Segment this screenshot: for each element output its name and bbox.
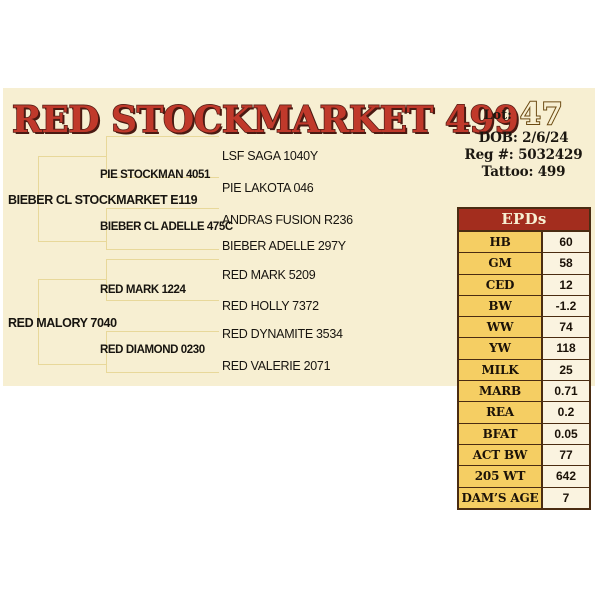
epds-table-header: EPDs [459,209,589,232]
epd-label-gm: GM [459,253,543,274]
epd-value-rea: 0.2 [543,402,589,423]
epd-value-205-wt: 642 [543,466,589,487]
pedigree-sire-name: BIEBER CL STOCKMARKET E119 [8,193,198,207]
epd-value-hb: 60 [543,232,589,253]
pedigree-dam-dam-name: RED DIAMOND 0230 [100,344,205,356]
epd-label-rea: REA [459,402,543,423]
table-row: MARB 0.71 [459,381,589,403]
pedigree-sire-sire-dam: PIE LAKOTA 046 [222,181,314,195]
epd-label-ced: CED [459,274,543,295]
epd-label-act-bw: ACT BW [459,444,543,466]
table-row: YW 118 [459,338,589,360]
pedigree-dam-dam-sire: RED DYNAMITE 3534 [222,327,343,341]
epd-label-205-wt: 205 WT [459,466,543,487]
epd-label-milk: MILK [459,359,543,381]
pedigree-sire-dam-dam: BIEBER ADELLE 297Y [222,239,346,253]
bracket-dam-dam [106,331,219,373]
bracket-dam-sire [106,259,219,301]
epd-value-marb: 0.71 [543,381,589,402]
epd-label-yw: YW [459,338,543,359]
table-row: BFAT 0.05 [459,423,589,445]
epd-label-hb: HB [459,232,543,253]
pedigree-sire-sire-sire: LSF SAGA 1040Y [222,149,318,163]
bracket-sire-sire [106,136,219,178]
epd-value-yw: 118 [543,338,589,359]
pedigree-dam-name: RED MALORY 7040 [8,316,117,330]
epd-value-dams-age: 7 [543,487,589,508]
table-row: CED 12 [459,274,589,296]
lot-number: 47 [519,97,564,132]
epd-value-ced: 12 [543,274,589,295]
epd-label-dams-age: DAM’S AGE [459,487,543,508]
dob-text: DOB: 2/6/24 [478,130,569,146]
page-title: RED STOCKMARKET 499 [11,99,520,141]
table-row: 205 WT 642 [459,466,589,488]
epd-label-bw: BW [459,295,543,317]
epd-value-ww: 74 [543,317,589,338]
table-row: DAM’S AGE 7 [459,487,589,508]
epd-value-bfat: 0.05 [543,423,589,444]
pedigree-dam-sire-sire: RED MARK 5209 [222,268,316,282]
epd-label-ww: WW [459,317,543,338]
epd-value-gm: 58 [543,253,589,274]
table-row: REA 0.2 [459,402,589,424]
table-row: ACT BW 77 [459,444,589,467]
pedigree-dam-dam-dam: RED VALERIE 2071 [222,359,331,373]
registration-text: Reg #: 5032429 [464,147,583,163]
epd-value-bw: -1.2 [543,295,589,317]
table-row: HB 60 [459,232,589,254]
epd-value-act-bw: 77 [543,444,589,466]
epd-label-marb: MARB [459,381,543,402]
bracket-dam-outer [38,279,107,365]
pedigree-sire-dam-sire: ANDRAS FUSION R236 [222,213,353,227]
table-row: BW -1.2 [459,295,589,318]
bracket-sire-dam [106,208,219,250]
bracket-sire-outer [38,156,107,242]
pedigree-dam-sire-dam: RED HOLLY 7372 [222,299,319,313]
lot-label: Lot: [483,107,512,123]
pedigree-chart: BIEBER CL STOCKMARKET E119 PIE STOCKMAN … [0,136,450,385]
pedigree-dam-sire-name: RED MARK 1224 [100,284,186,296]
epd-label-bfat: BFAT [459,423,543,444]
table-row: GM 58 [459,253,589,275]
lot-number-row: Lot: 47 [452,97,595,132]
pedigree-sire-dam-name: BIEBER CL ADELLE 475C [100,221,233,233]
epd-value-milk: 25 [543,359,589,381]
table-row: MILK 25 [459,359,589,382]
lot-info-block: Lot: 47 DOB: 2/6/24 Reg #: 5032429 Tatto… [452,97,595,181]
epds-table: EPDs HB 60 GM 58 CED 12 BW -1.2 WW 74 YW… [457,207,591,510]
tattoo-text: Tattoo: 499 [481,164,566,180]
pedigree-sire-sire-name: PIE STOCKMAN 4051 [100,169,210,181]
table-row: WW 74 [459,317,589,339]
